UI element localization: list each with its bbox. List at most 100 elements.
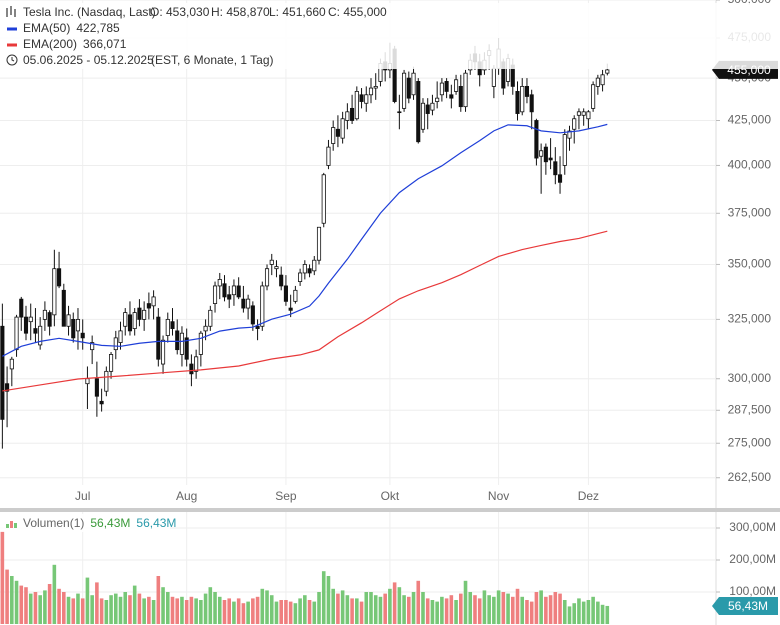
volume-bar xyxy=(118,596,123,624)
volume-bar xyxy=(392,582,397,624)
candle-body xyxy=(524,85,530,97)
legend-swatch xyxy=(7,43,17,47)
candle-body xyxy=(572,118,577,130)
candle-body xyxy=(595,77,600,87)
candle-body xyxy=(9,358,14,370)
candle-body xyxy=(94,378,99,397)
volume-bar xyxy=(260,588,265,624)
volume-bar xyxy=(539,590,543,624)
volume-bar xyxy=(170,596,175,624)
volume-bar xyxy=(506,593,510,624)
candle-body xyxy=(23,316,29,334)
volume-bar xyxy=(284,600,288,624)
volume-bar xyxy=(529,601,534,624)
ohlc-label: H: 458,870 xyxy=(211,5,270,19)
volume-bar xyxy=(47,584,52,624)
candle-body xyxy=(264,268,270,287)
volume-bar xyxy=(581,601,586,624)
volume-bar xyxy=(80,598,85,624)
volume-bar xyxy=(572,603,577,624)
candle-body xyxy=(397,111,402,114)
candle-body xyxy=(557,174,563,183)
volume-bar xyxy=(189,596,194,624)
volume-bar xyxy=(217,596,222,624)
candle-body xyxy=(90,342,95,351)
volume-bar xyxy=(147,596,151,624)
volume-bar xyxy=(156,576,161,624)
candle-body xyxy=(581,111,586,116)
candle-body xyxy=(586,111,591,120)
candle-body xyxy=(198,332,203,355)
volume-bar xyxy=(510,596,515,624)
volume-bar xyxy=(312,601,317,624)
volume-bar xyxy=(28,593,33,624)
legend-backdrop xyxy=(0,514,170,532)
volume-bar xyxy=(293,603,298,624)
candle-body xyxy=(118,330,123,343)
volume-bar xyxy=(57,588,61,624)
candle-body xyxy=(548,157,553,161)
candle-body xyxy=(553,161,558,176)
volume-bar xyxy=(567,606,572,624)
volume-bar xyxy=(43,590,47,624)
candle-body xyxy=(543,146,548,163)
date-range: 05.06.2025 - 05.12.2025 xyxy=(23,53,154,67)
y-tick-label: 400,000 xyxy=(728,158,772,172)
candle-body xyxy=(5,383,10,392)
candle-body xyxy=(534,120,539,159)
candle-body xyxy=(463,72,468,108)
candle-body xyxy=(345,111,350,121)
candle-body xyxy=(491,67,496,87)
ohlc-label: O: 453,030 xyxy=(150,5,210,19)
volume-bar xyxy=(544,596,548,624)
candle-body xyxy=(335,128,340,137)
y-tick-label: 325,000 xyxy=(728,312,772,326)
volume-bar xyxy=(71,598,76,624)
volume-bar xyxy=(5,569,9,624)
volume-bar xyxy=(232,601,236,624)
volume-bar xyxy=(364,592,369,624)
y-tick-label: 425,000 xyxy=(728,113,772,127)
candle-body xyxy=(33,328,38,334)
candle-body xyxy=(165,318,170,336)
candle-body xyxy=(217,279,222,287)
candle-body xyxy=(184,337,189,360)
volume-bar xyxy=(113,593,118,624)
legend-value: 366,071 xyxy=(83,37,127,51)
volume-bar xyxy=(407,596,411,624)
y-tick-label: 200,00M xyxy=(729,552,776,566)
volume-bar xyxy=(175,598,180,624)
volume-bar xyxy=(184,600,189,624)
volume-bar xyxy=(246,601,250,624)
candle-body xyxy=(246,298,251,309)
candle-body xyxy=(0,325,5,420)
volume-bar xyxy=(435,601,439,624)
x-tick-label: Aug xyxy=(176,489,197,503)
candle-body xyxy=(80,332,85,339)
x-tick-label: Jul xyxy=(75,489,90,503)
candle-body xyxy=(75,318,81,332)
ema-line xyxy=(2,230,608,392)
candle-body xyxy=(146,303,151,309)
candle-body xyxy=(576,111,581,116)
candle-body xyxy=(591,84,596,109)
candle-body xyxy=(236,285,241,298)
volume-bar xyxy=(180,596,184,624)
candle-body xyxy=(57,268,62,287)
volume-bar xyxy=(600,604,605,624)
volume-bar xyxy=(128,595,132,624)
volume-bar xyxy=(165,592,170,624)
volume-bar xyxy=(440,596,444,624)
volume-bar xyxy=(194,598,198,624)
volume-bar xyxy=(161,587,165,624)
volume-bar xyxy=(373,595,378,624)
candle-body xyxy=(562,134,567,166)
volume-bar xyxy=(525,600,529,624)
y-tick-label: 100,00M xyxy=(729,584,776,598)
candle-body xyxy=(156,316,161,360)
legend-swatch xyxy=(7,27,17,31)
candle-body xyxy=(113,337,118,351)
volume-bar xyxy=(340,590,345,624)
candle-body xyxy=(142,309,147,320)
